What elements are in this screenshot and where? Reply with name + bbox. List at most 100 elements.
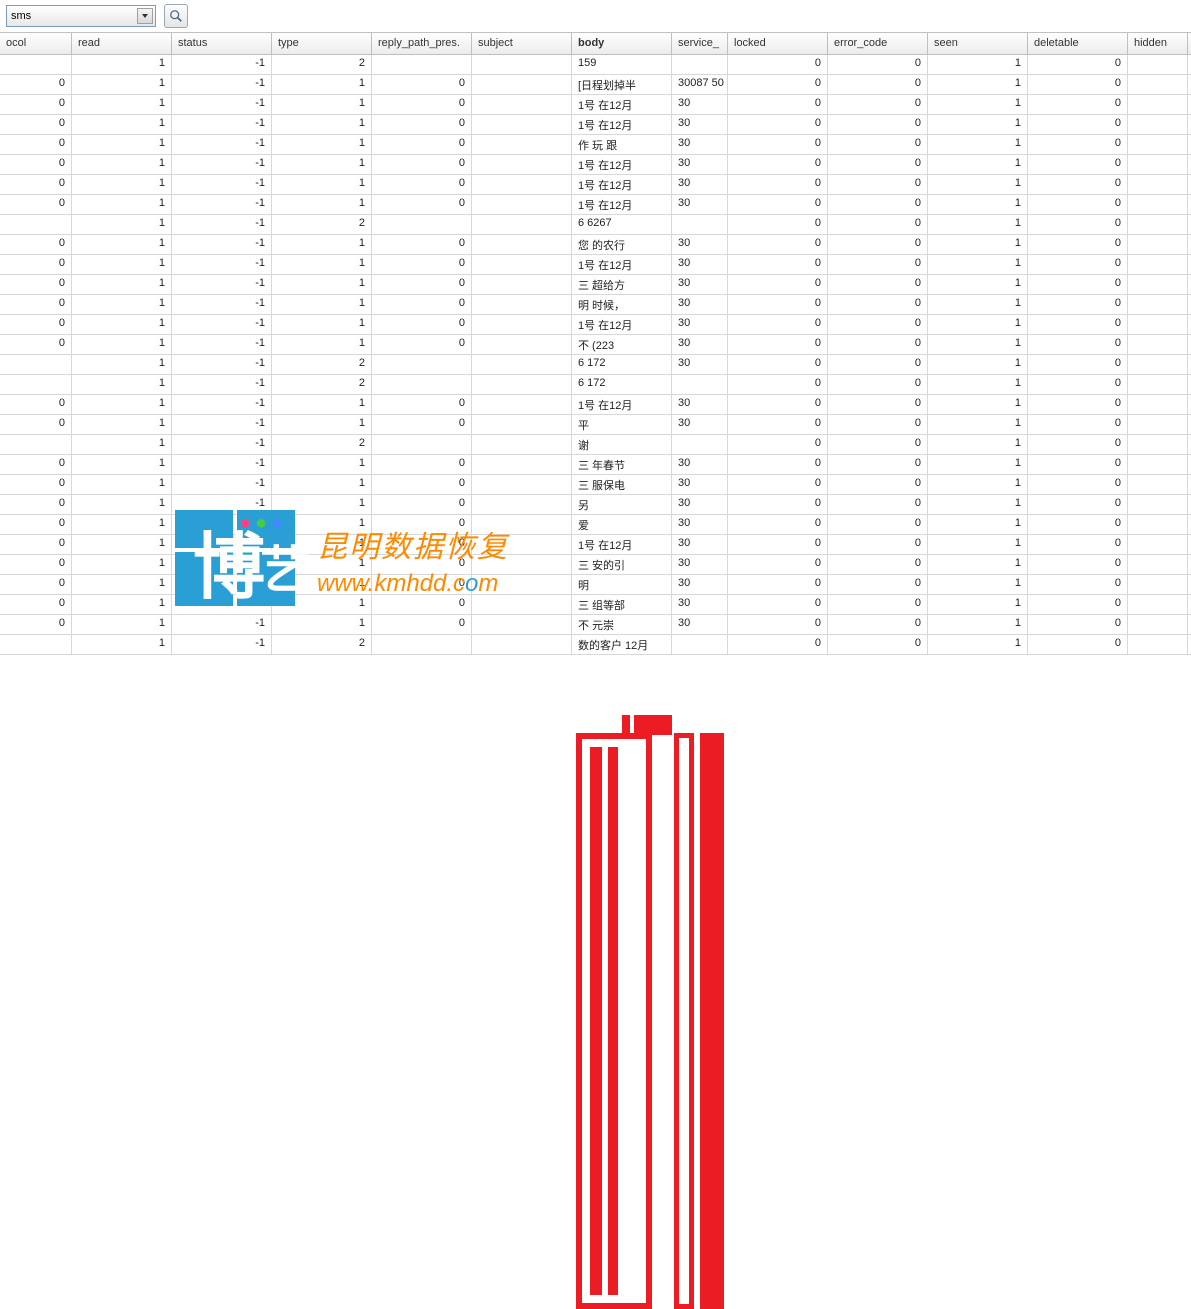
cell-read: 1: [72, 95, 172, 114]
table-row[interactable]: 1-126 62670010: [0, 215, 1191, 235]
column-header-ocol[interactable]: ocol: [0, 33, 72, 54]
cell-body: 1号 在12月: [572, 395, 672, 414]
cell-service_: 30: [672, 615, 728, 634]
table-row[interactable]: 01-1101号 在12月300010: [0, 175, 1191, 195]
cell-seen: 1: [928, 255, 1028, 274]
cell-service_: [672, 55, 728, 74]
cell-type: 1: [272, 555, 372, 574]
table-row[interactable]: 01-110另300010: [0, 495, 1191, 515]
table-row[interactable]: 01-110不 (223300010: [0, 335, 1191, 355]
cell-hidden: [1128, 375, 1188, 394]
search-button[interactable]: [164, 4, 188, 28]
column-header-deletable[interactable]: deletable: [1028, 33, 1128, 54]
table-row[interactable]: 01-110不 元崇300010: [0, 615, 1191, 635]
cell-deletable: 0: [1028, 175, 1128, 194]
column-header-status[interactable]: status: [172, 33, 272, 54]
cell-deletable: 0: [1028, 535, 1128, 554]
column-header-reply_path_present[interactable]: reply_path_pres.: [372, 33, 472, 54]
table-row[interactable]: 1-121590010: [0, 55, 1191, 75]
table-row[interactable]: 01-1101号 在12月300010: [0, 195, 1191, 215]
table-row[interactable]: 01-1101号 在12月300010: [0, 95, 1191, 115]
cell-error_code: 0: [828, 75, 928, 94]
column-header-hidden[interactable]: hidden: [1128, 33, 1188, 54]
table-row[interactable]: 01-110爱300010: [0, 515, 1191, 535]
cell-ocol: 0: [0, 295, 72, 314]
column-header-type[interactable]: type: [272, 33, 372, 54]
cell-ocol: 0: [0, 415, 72, 434]
table-row[interactable]: 1-126 172300010: [0, 355, 1191, 375]
table-row[interactable]: 01-1101号 在12月300010: [0, 315, 1191, 335]
cell-reply_path_present: 0: [372, 335, 472, 354]
cell-deletable: 0: [1028, 315, 1128, 334]
cell-body: 三 年春节: [572, 455, 672, 474]
table-row[interactable]: 01-110三 安的引300010: [0, 555, 1191, 575]
column-header-read[interactable]: read: [72, 33, 172, 54]
table-row[interactable]: 01-110三 年春节300010: [0, 455, 1191, 475]
table-row[interactable]: 01-1101号 在12月300010: [0, 115, 1191, 135]
table-row[interactable]: 01-1101号 在12月300010: [0, 535, 1191, 555]
cell-status: -1: [172, 555, 272, 574]
table-row[interactable]: 01-110作 玩 跟300010: [0, 135, 1191, 155]
table-row[interactable]: 01-110三 超给方300010: [0, 275, 1191, 295]
cell-seen: 1: [928, 135, 1028, 154]
column-header-subject[interactable]: subject: [472, 33, 572, 54]
cell-read: 1: [72, 455, 172, 474]
cell-reply_path_present: 0: [372, 495, 472, 514]
table-row[interactable]: 1-12谢0010: [0, 435, 1191, 455]
column-header-service_[interactable]: service_: [672, 33, 728, 54]
cell-status: -1: [172, 175, 272, 194]
cell-body: 三 服保电: [572, 475, 672, 494]
cell-service_: 30: [672, 475, 728, 494]
cell-reply_path_present: 0: [372, 615, 472, 634]
cell-body: 1号 在12月: [572, 315, 672, 334]
cell-reply_path_present: 0: [372, 155, 472, 174]
cell-body: 1号 在12月: [572, 115, 672, 134]
table-row[interactable]: 01-110您 的农行300010: [0, 235, 1191, 255]
cell-service_: 30: [672, 535, 728, 554]
table-row[interactable]: 01-110平300010: [0, 415, 1191, 435]
column-header-locked[interactable]: locked: [728, 33, 828, 54]
table-row[interactable]: 01-1101号 在12月300010: [0, 155, 1191, 175]
cell-locked: 0: [728, 635, 828, 654]
cell-seen: 1: [928, 615, 1028, 634]
column-header-error_code[interactable]: error_code: [828, 33, 928, 54]
cell-ocol: [0, 635, 72, 654]
column-header-seen[interactable]: seen: [928, 33, 1028, 54]
cell-read: 1: [72, 115, 172, 134]
table-row[interactable]: 1-126 1720010: [0, 375, 1191, 395]
table-row[interactable]: 01-110三 组等部300010: [0, 595, 1191, 615]
column-header-body[interactable]: body: [572, 33, 672, 54]
cell-hidden: [1128, 275, 1188, 294]
cell-deletable: 0: [1028, 55, 1128, 74]
cell-error_code: 0: [828, 95, 928, 114]
cell-type: 2: [272, 635, 372, 654]
cell-error_code: 0: [828, 595, 928, 614]
table-select-dropdown[interactable]: sms: [6, 5, 156, 27]
cell-reply_path_present: [372, 215, 472, 234]
cell-service_: 30: [672, 135, 728, 154]
table-row[interactable]: 01-110[日程划掉半30087 500010: [0, 75, 1191, 95]
cell-ocol: [0, 355, 72, 374]
cell-ocol: 0: [0, 495, 72, 514]
table-row[interactable]: 01-1101号 在12月300010: [0, 255, 1191, 275]
cell-status: -1: [172, 355, 272, 374]
cell-hidden: [1128, 635, 1188, 654]
cell-locked: 0: [728, 295, 828, 314]
cell-ocol: 0: [0, 535, 72, 554]
table-row[interactable]: 01-110三 服保电300010: [0, 475, 1191, 495]
cell-deletable: 0: [1028, 135, 1128, 154]
cell-deletable: 0: [1028, 615, 1128, 634]
cell-hidden: [1128, 195, 1188, 214]
cell-deletable: 0: [1028, 75, 1128, 94]
cell-deletable: 0: [1028, 455, 1128, 474]
cell-hidden: [1128, 575, 1188, 594]
cell-status: -1: [172, 515, 272, 534]
cell-seen: 1: [928, 295, 1028, 314]
table-row[interactable]: 1-12数的客户 12月0010: [0, 635, 1191, 655]
table-row[interactable]: 01-110明 时候，300010: [0, 295, 1191, 315]
cell-read: 1: [72, 515, 172, 534]
table-row[interactable]: 01-110明300010: [0, 575, 1191, 595]
chevron-down-icon[interactable]: [137, 8, 153, 24]
table-row[interactable]: 01-1101号 在12月300010: [0, 395, 1191, 415]
cell-error_code: 0: [828, 355, 928, 374]
